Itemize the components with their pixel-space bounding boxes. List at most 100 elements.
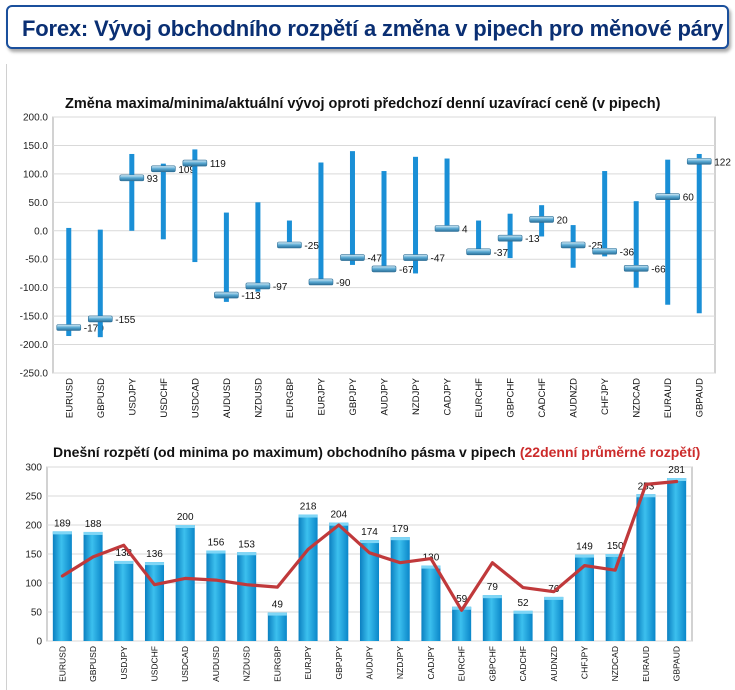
chart2-bar-cap [114,560,134,564]
chart1-current-marker [497,234,523,242]
chart1-data-label: -90 [336,278,351,289]
chart2-bar [52,531,72,641]
chart1-data-label: 122 [714,157,731,168]
chart2-xtick: AUDJPY [365,646,375,680]
chart1-range-bar [602,171,608,257]
chart2-bar [83,531,103,641]
chart2-bar [544,596,564,641]
chart1-range-bar [192,149,198,263]
chart1-data-label: -13 [525,234,540,245]
chart2-xtick: CADCHF [518,646,528,681]
chart2-bar-cap [206,550,226,554]
chart1-current-marker [151,165,176,173]
chart2-ytick: 300 [25,463,42,474]
chart1-current-marker [560,241,586,249]
chart2-data-label: 136 [146,549,163,560]
chart2-xtick: CADJPY [426,646,436,680]
chart2-ytick: 250 [25,492,42,503]
chart1-xtick: EURAUD [663,378,674,418]
chart2-bar [421,565,441,641]
chart1-data-label: -36 [620,247,635,258]
chart2-data-label: 204 [330,510,347,521]
chart2-bar [267,612,287,641]
chart2-bar-cap [605,554,625,557]
chart1-ytick: 50.0 [29,198,49,209]
chart2-data-label: 281 [668,465,685,476]
chart2-bar [206,550,226,641]
chart1-range-bar [633,201,639,288]
chart2-ytick: 200 [25,521,42,532]
chart2-data-label: 149 [576,542,593,553]
chart2-xtick: GBPUSD [88,646,98,682]
chart2-bar-cap [237,552,257,556]
chart2-bar [114,560,134,641]
chart2-xtick: NZDUSD [242,646,252,681]
chart2-bar [390,537,410,641]
chart2-bar-cap [513,610,533,614]
chart1-xtick: EURJPY [316,377,327,415]
chart2-xtick: CHFJPY [580,646,590,679]
chart1-xtick: USDJPY [127,377,138,415]
chart2-data-label: 52 [518,598,530,609]
chart2-bar [329,522,349,641]
chart1-data-label: -66 [651,264,666,275]
chart2-average-line [60,479,679,612]
chart1-xtick: EURCHF [474,378,485,418]
chart2-bar-cap [421,565,441,569]
chart1-ytick: -150.0 [20,312,49,323]
chart1-range-bar [444,158,450,231]
chart2-bar-cap [482,595,502,599]
chart1-data-label: 119 [210,159,226,170]
chart1-data-label: 109 [178,165,195,176]
chart1-xtick: AUDJPY [380,377,391,415]
chart2-ytick: 150 [25,550,42,561]
chart1-ytick: 150.0 [23,141,48,152]
chart1-data-label: 60 [683,193,695,204]
chart2-bar [513,610,533,641]
chart1-xtick: GBPAUD [695,378,706,418]
chart2-ytick: 100 [25,579,42,590]
chart2-bar [298,514,318,641]
chart2-xtick: USDJPY [119,646,129,680]
chart1-data-label: -67 [399,265,414,276]
chart1-xtick: USDCAD [190,378,201,418]
chart2-xtick: EURGBP [272,646,282,682]
chart2-title-highlight: (22denní průměrné rozpětí) [520,444,700,460]
chart1-current-marker [529,216,554,223]
chart1-current-marker [434,225,460,232]
chart1-xtick: USDCHF [159,378,170,418]
chart2-bar [359,540,380,641]
charts-panel: Změna maxima/minima/aktuální vývoj oprot… [6,64,735,690]
chart1-data-label: -97 [273,282,288,293]
chart1-xtick: GBPJPY [348,377,359,415]
chart-pip-change: Změna maxima/minima/aktuální vývoj oprot… [20,96,732,418]
chart2-bar [667,478,687,641]
chart1-current-marker [308,278,334,286]
chart2-bar-cap [544,596,564,600]
chart2-bar-cap [574,554,595,558]
chart1-data-label: 93 [147,174,159,185]
chart1-xtick: AUDUSD [222,378,233,418]
chart2-bar [237,552,257,641]
chart2-data-label: 179 [392,524,409,535]
chart2-xtick: EURAUD [641,646,651,682]
chart1-range-bar [476,220,482,254]
chart1-xtick: NZDJPY [411,377,422,415]
chart1-ytick: -100.0 [20,283,49,294]
charts-svg: Změna maxima/minima/aktuální vývoj oprot… [20,96,732,682]
chart2-bar-cap [267,612,287,616]
chart2-bar-cap [52,531,72,535]
chart1-current-marker [655,193,681,200]
chart1-range-bar [223,212,229,302]
chart1-xtick: CHFJPY [600,377,611,415]
chart2-bar [482,595,502,641]
chart1-title: Změna maxima/minima/aktuální vývoj oprot… [65,96,661,112]
chart2-xtick: GBPAUD [672,646,682,681]
chart1-data-label: -47 [367,254,382,265]
chart2-bar-cap [359,540,380,544]
chart2-data-label: 153 [238,539,255,550]
page-title: Forex: Vývoj obchodního rozpětí a změna … [22,16,724,41]
chart1-xtick: GBPUSD [96,378,107,418]
chart1-current-marker [466,248,491,256]
header-banner: Forex: Vývoj obchodního rozpětí a změna … [6,5,729,49]
